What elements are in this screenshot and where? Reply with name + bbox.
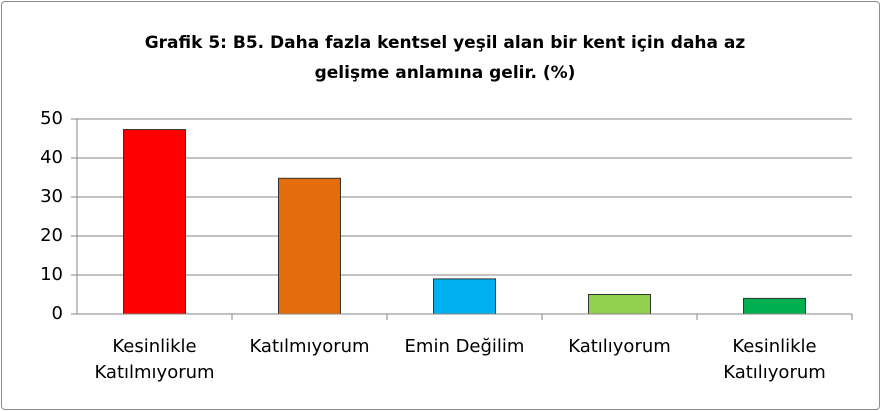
x-tick-label: Katılmıyorum bbox=[249, 336, 370, 357]
x-tick-label: Emin Değilim bbox=[404, 336, 525, 357]
y-tick-label: 20 bbox=[40, 225, 63, 246]
y-tick-label: 30 bbox=[40, 186, 63, 207]
x-tick-label: Kesinlikle Katılmıyorum bbox=[94, 336, 215, 383]
y-tick-label: 0 bbox=[52, 303, 63, 324]
chart-title: Grafik 5: B5. Daha fazla kentsel yeşil a… bbox=[144, 33, 746, 83]
x-tick-label: Kesinlikle Katılıyorum bbox=[723, 336, 826, 383]
bar bbox=[588, 294, 651, 315]
bar bbox=[278, 177, 341, 315]
y-tick-label: 40 bbox=[40, 147, 63, 168]
x-tick-label: Katılıyorum bbox=[568, 336, 671, 357]
bar bbox=[123, 129, 186, 315]
y-tick-label: 50 bbox=[40, 108, 63, 129]
bar bbox=[433, 278, 496, 315]
y-tick-label: 10 bbox=[40, 264, 63, 285]
bar bbox=[743, 297, 806, 315]
